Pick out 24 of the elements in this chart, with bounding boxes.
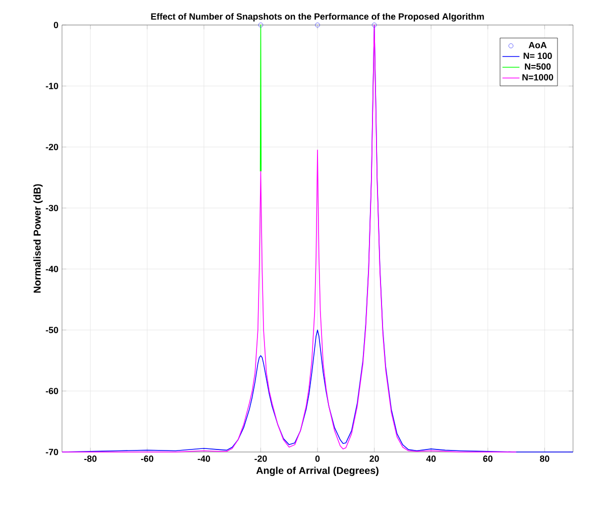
x-tick-label: 40 <box>426 456 436 462</box>
chart-title: Effect of Number of Snapshots on the Performance of the Proposed Algorithm <box>151 13 484 22</box>
x-tick-label: 0 <box>315 456 320 462</box>
y-tick-label: -50 <box>46 326 58 334</box>
x-tick-label: -80 <box>84 456 97 462</box>
y-tick-label: -20 <box>46 144 58 150</box>
x-axis-title: Angle of Arrival (Degrees) <box>256 466 378 476</box>
x-tick-label: 20 <box>370 456 379 462</box>
y-tick-label: -30 <box>46 204 58 212</box>
legend-label: N=500 <box>524 63 551 70</box>
x-tick-label: 80 <box>540 456 550 462</box>
y-tick-label: -40 <box>46 266 58 272</box>
x-tick-label: -40 <box>198 456 210 462</box>
x-tick-label: 60 <box>483 456 492 462</box>
legend-label: N= 100 <box>524 52 552 60</box>
y-tick-label: 0 <box>54 22 58 28</box>
legend-label: N=1000 <box>522 74 554 80</box>
y-tick-label: -10 <box>46 82 58 90</box>
y-tick-label: -70 <box>46 448 58 456</box>
x-tick-label: -20 <box>254 456 267 462</box>
x-tick-label: -60 <box>141 456 154 462</box>
legend-label: AoA <box>528 42 547 48</box>
y-axis-title: Normalised Power (dB) <box>33 184 43 293</box>
y-tick-label: -60 <box>46 388 58 394</box>
